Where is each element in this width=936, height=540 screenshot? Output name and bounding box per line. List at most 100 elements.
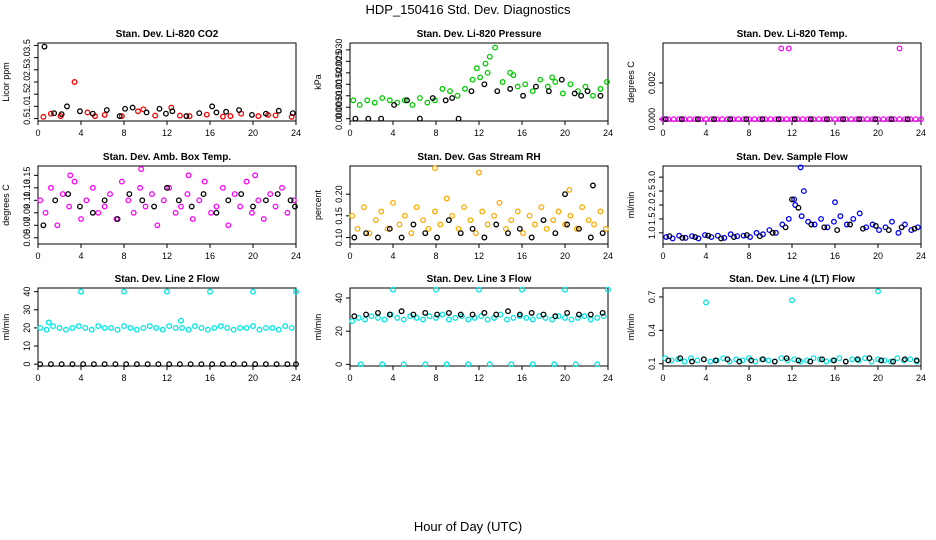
data-point xyxy=(478,313,485,320)
x-tick-label: 16 xyxy=(205,128,215,138)
data-point xyxy=(101,197,108,204)
data-point xyxy=(529,316,536,323)
data-point xyxy=(381,316,388,323)
data-point xyxy=(384,225,391,232)
x-tick-label: 20 xyxy=(560,373,570,383)
data-point xyxy=(849,356,856,363)
data-point xyxy=(665,116,672,123)
x-tick-label: 4 xyxy=(703,128,708,138)
series-black xyxy=(662,116,911,123)
data-point xyxy=(887,358,894,365)
x-tick-label: 8 xyxy=(746,251,751,261)
y-tick-label: 2.5 xyxy=(647,185,657,198)
data-point xyxy=(476,169,482,176)
data-point xyxy=(817,356,823,363)
data-point xyxy=(567,212,574,219)
data-point xyxy=(101,203,108,210)
data-point xyxy=(350,97,357,104)
data-point xyxy=(504,316,510,323)
data-point xyxy=(154,222,161,229)
data-point xyxy=(869,116,876,123)
data-point xyxy=(791,116,798,123)
data-point xyxy=(416,115,423,122)
data-point xyxy=(391,101,398,108)
data-point xyxy=(904,116,911,123)
data-point xyxy=(898,224,905,231)
data-point xyxy=(695,235,702,242)
data-point xyxy=(555,313,562,320)
data-point xyxy=(184,191,191,198)
data-point xyxy=(41,43,48,50)
figure-title: HDP_150416 Std. Dev. Diagnostics xyxy=(366,2,571,17)
y-tick-label: 0.010 xyxy=(334,84,344,107)
data-point xyxy=(891,116,898,123)
data-point xyxy=(665,357,672,364)
data-point xyxy=(457,230,464,237)
data-point xyxy=(491,212,497,219)
data-point xyxy=(230,361,237,368)
data-point xyxy=(555,208,562,215)
x-tick-label: 12 xyxy=(162,128,172,138)
data-point xyxy=(101,361,108,368)
data-point xyxy=(140,324,147,331)
data-point xyxy=(743,116,750,123)
data-point xyxy=(564,309,571,316)
data-point xyxy=(89,110,96,117)
data-point xyxy=(567,81,574,88)
y-tick-label: 0.015 xyxy=(334,73,344,96)
data-point xyxy=(514,83,521,90)
data-point xyxy=(201,178,208,185)
x-tick-label: 12 xyxy=(474,373,484,383)
data-point xyxy=(602,225,609,232)
y-tick-label: 0.030 xyxy=(334,39,344,62)
data-point xyxy=(785,45,792,52)
data-point xyxy=(562,286,568,293)
data-point xyxy=(499,79,506,85)
data-point xyxy=(169,108,176,115)
data-point xyxy=(357,361,364,368)
data-point xyxy=(90,361,97,368)
x-tick-label: 12 xyxy=(474,128,484,138)
data-point xyxy=(872,222,879,229)
data-point xyxy=(576,311,582,318)
panel-6: Stan. Dev. Sample Flow ml/min 0 4 8 12 16 20 24 1… xyxy=(626,152,926,261)
y-tick-label: 0.11 xyxy=(22,192,32,209)
data-point xyxy=(469,225,476,232)
panel-2: Stan. Dev. Li-820 Pressure kPa 0 4 8 12 16 20 24… xyxy=(313,29,613,138)
data-point xyxy=(727,116,734,123)
data-point xyxy=(821,224,828,231)
data-point xyxy=(713,116,720,123)
panel-ylabel: ml/min xyxy=(313,314,323,341)
data-point xyxy=(552,79,559,85)
data-point xyxy=(225,222,232,229)
figure-xlabel: Hour of Day (UTC) xyxy=(414,519,522,534)
data-point xyxy=(159,326,166,333)
panel-title: Stan. Dev. Li-820 Pressure xyxy=(417,29,542,40)
series-cyan xyxy=(349,286,611,368)
data-point xyxy=(911,225,918,232)
x-tick-label: 4 xyxy=(390,128,395,138)
data-point xyxy=(679,234,686,241)
data-point xyxy=(913,357,920,364)
data-point xyxy=(549,74,556,81)
x-tick-label: 12 xyxy=(162,373,172,383)
data-point xyxy=(420,316,427,323)
data-point xyxy=(798,213,805,220)
data-point xyxy=(508,361,515,368)
panel-frame xyxy=(349,165,609,245)
data-point xyxy=(449,95,456,102)
data-point xyxy=(443,361,450,368)
data-point xyxy=(918,116,924,123)
data-point xyxy=(875,288,881,295)
data-point xyxy=(551,361,558,368)
data-point xyxy=(422,361,429,368)
x-tick-label: 0 xyxy=(35,128,40,138)
data-point xyxy=(662,116,669,123)
data-point xyxy=(708,234,715,240)
data-point xyxy=(45,319,52,326)
data-point xyxy=(250,323,256,330)
data-point xyxy=(164,184,170,191)
data-point xyxy=(455,115,462,122)
data-point xyxy=(178,317,184,324)
